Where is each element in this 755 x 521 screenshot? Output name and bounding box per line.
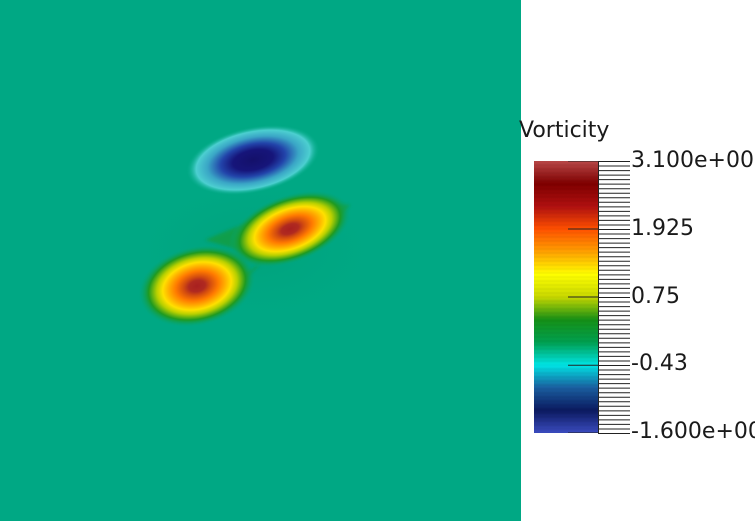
positive-vortex-lower — [137, 244, 257, 328]
colorbar-title: Vorticity — [519, 118, 610, 143]
render-viewport[interactable] — [0, 0, 521, 521]
negative-vortex — [186, 124, 320, 196]
tick-label-3: -0.43 — [631, 351, 688, 376]
tick-label-max: 3.100e+00 — [631, 148, 754, 173]
tick-label-1: 1.925 — [631, 216, 694, 241]
vorticity-field — [0, 0, 521, 521]
colorbar-ticks — [598, 161, 630, 434]
colorbar — [534, 160, 598, 434]
tick-label-min: -1.600e+00 — [631, 419, 755, 444]
tick-label-2: 0.75 — [631, 284, 680, 309]
colorbar-gradient — [534, 160, 598, 434]
positive-vortex-upper — [228, 190, 352, 268]
